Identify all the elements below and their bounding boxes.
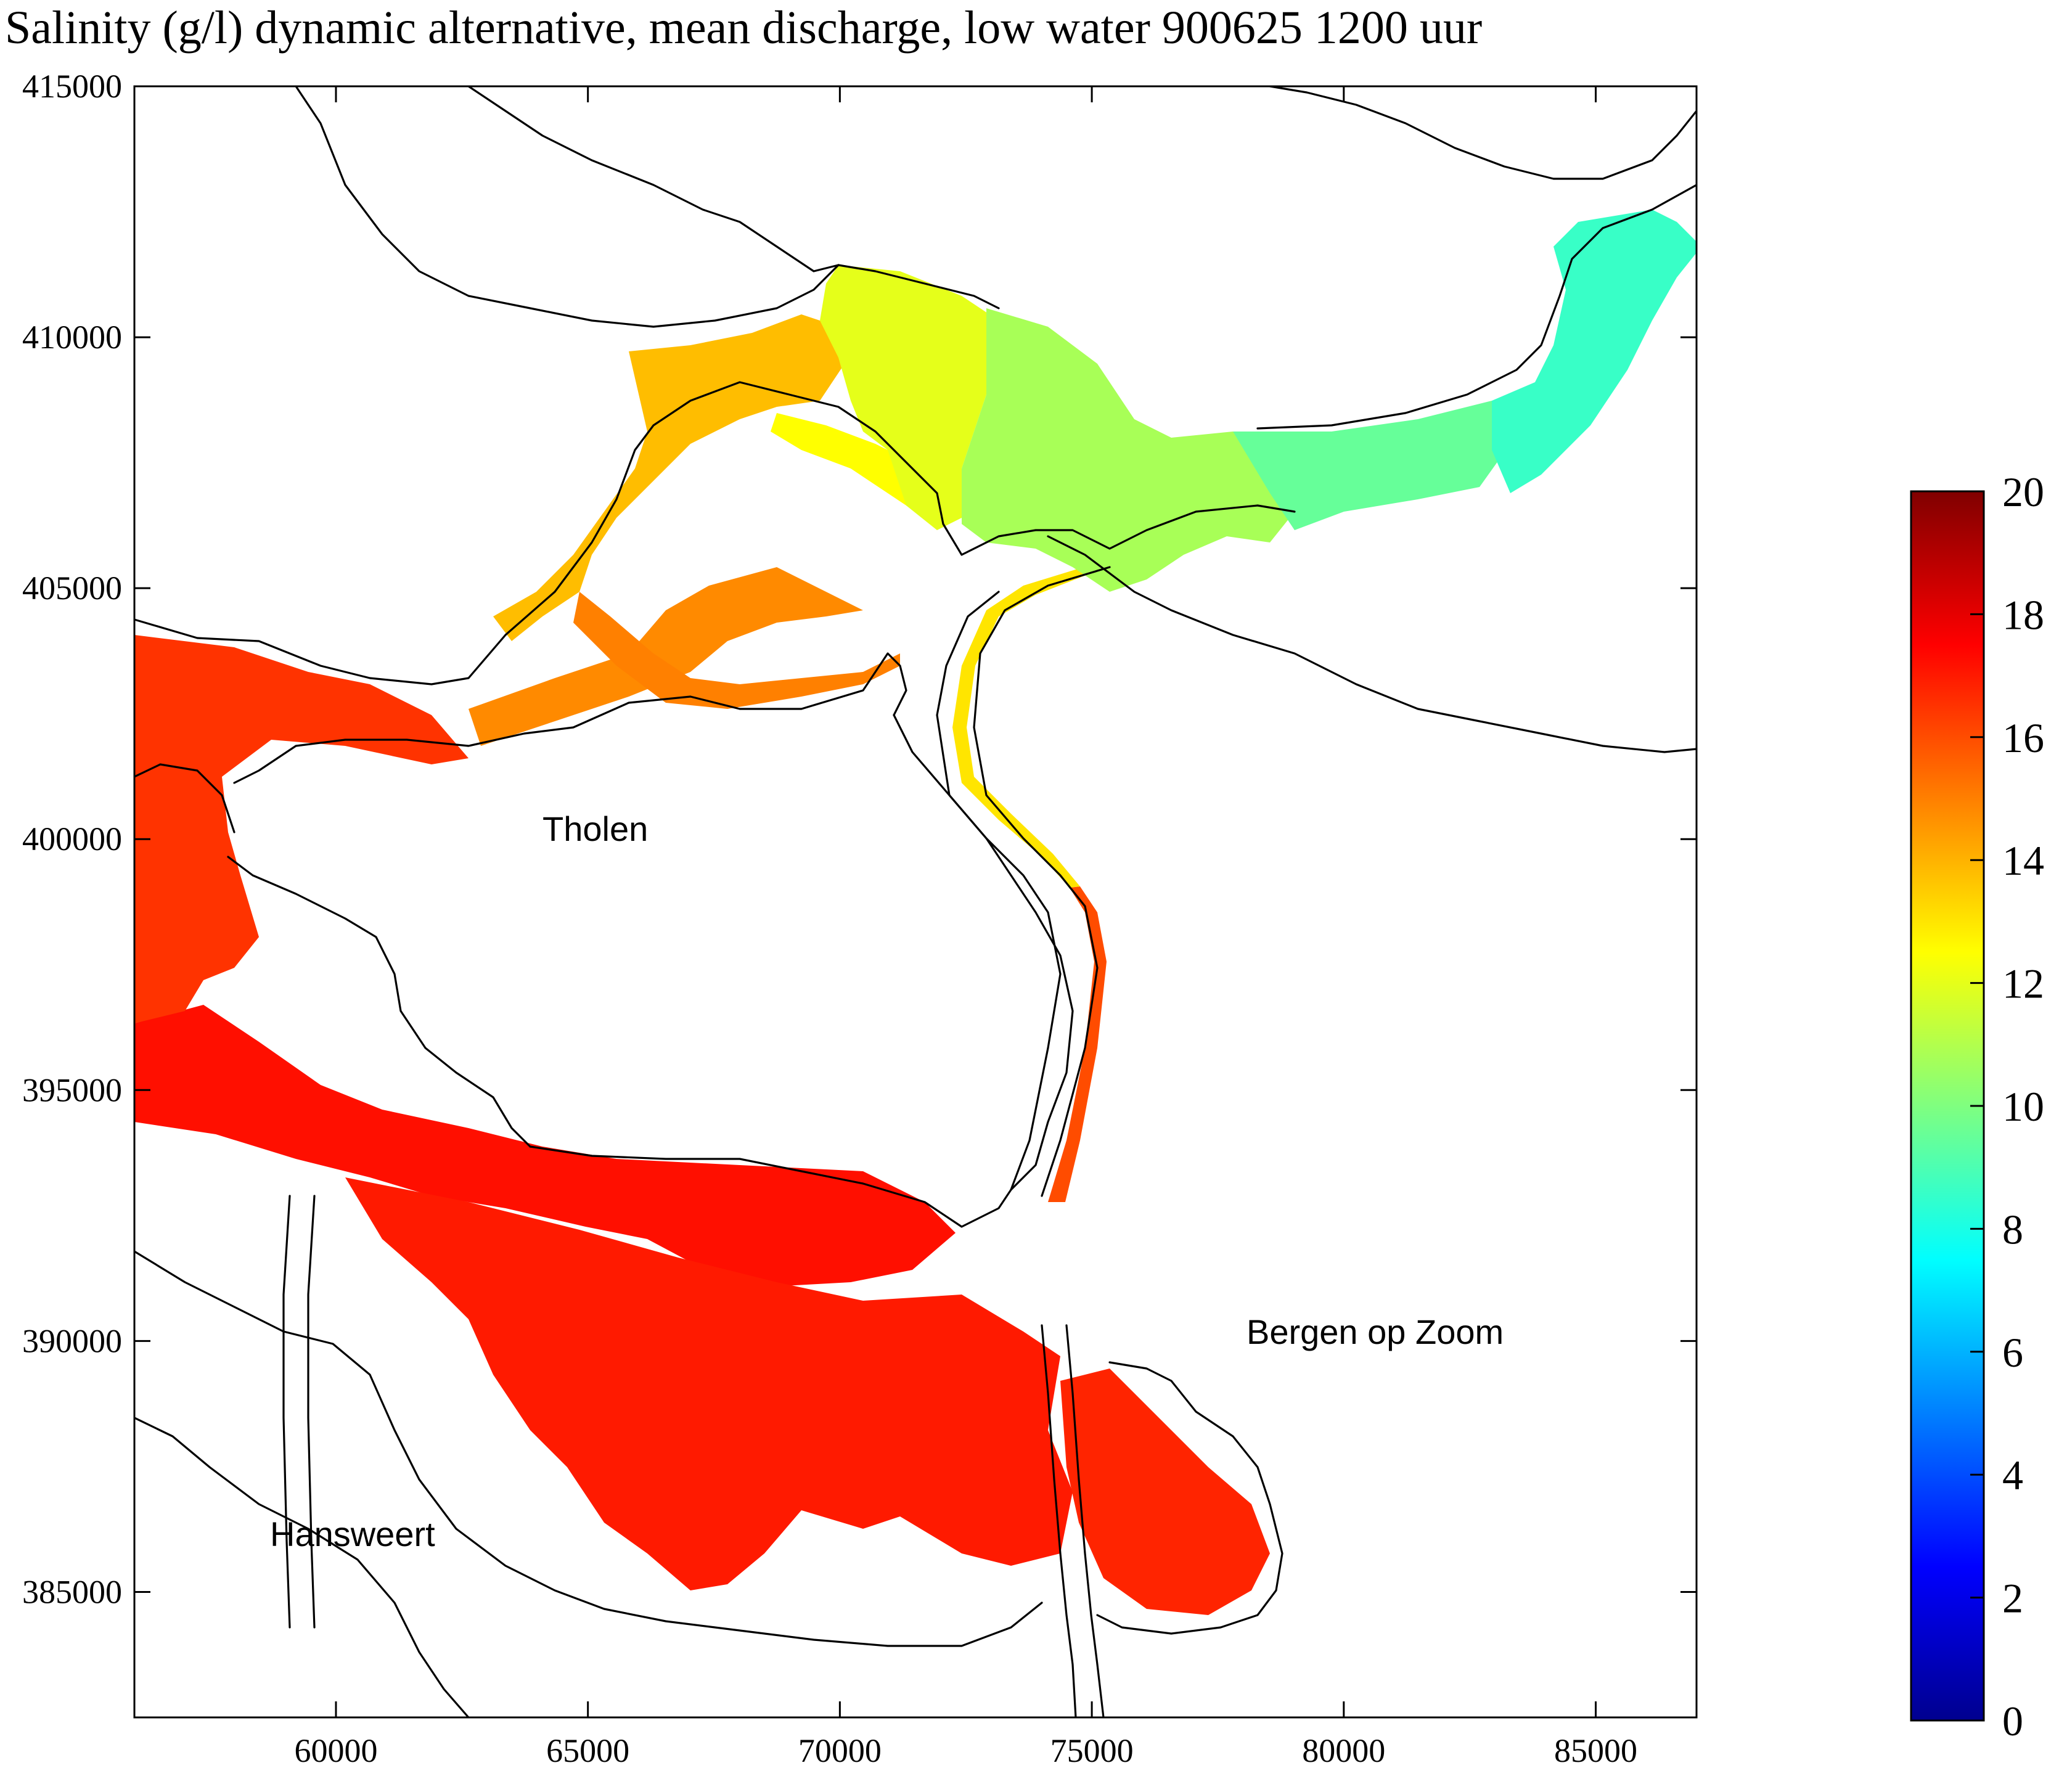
western-reach (134, 635, 469, 1023)
colorbar-tick-label: 12 (2002, 960, 2044, 1007)
colorbar-tick-label: 16 (2002, 714, 2044, 761)
place-label-hansweert: Hansweert (270, 1515, 435, 1553)
eastern-arm (1492, 210, 1697, 493)
colorbar-tick-label: 4 (2002, 1452, 2023, 1499)
colorbar-tick-label: 14 (2002, 837, 2044, 884)
southern-canal (1048, 886, 1107, 1202)
y-tick-label: 385000 (22, 1573, 122, 1610)
x-axis: 60000 65000 70000 75000 80000 85000 (294, 86, 1637, 1769)
colorbar-tick-label: 6 (2002, 1329, 2023, 1376)
central-junction (493, 314, 845, 641)
coastline-canal-east-bank (973, 566, 1111, 1197)
coastline-top-right (1269, 86, 1697, 180)
canal-upper (952, 561, 1110, 888)
y-tick-label: 390000 (22, 1322, 122, 1359)
coastline-east-land (1047, 535, 1697, 753)
coastline-tholen-east (893, 714, 1074, 1191)
coastline-southwest (134, 1417, 470, 1717)
y-tick-label: 410000 (22, 319, 122, 356)
coastline-tholen-west (227, 856, 531, 1148)
place-labels: Tholen Bergen op Zoom Hansweert (270, 809, 1504, 1553)
colorbar-tick-label: 20 (2002, 468, 2044, 515)
coastline-south-canal-east (1065, 1324, 1105, 1717)
colorbar-tick-label: 18 (2002, 591, 2044, 638)
y-tick-label: 415000 (22, 68, 122, 105)
coastline-northeast-land (467, 86, 1000, 309)
plot-frame (133, 85, 1698, 1719)
coastline-hansweert-west (282, 1195, 291, 1629)
coastline-northeast (1256, 184, 1697, 430)
bergen-op-zoom-bay (1060, 1369, 1270, 1615)
coastline-south-canal-west (1041, 1324, 1077, 1717)
colorbar-tick-label: 10 (2002, 1083, 2044, 1130)
northern-basin-west (820, 265, 999, 530)
x-tick-label: 70000 (798, 1732, 882, 1769)
southern-basin (345, 1177, 1073, 1590)
northern-basin-east (1233, 401, 1510, 530)
colorbar-tick-label: 8 (2002, 1206, 2023, 1253)
upper-channel (469, 567, 863, 746)
x-tick-label: 65000 (546, 1732, 629, 1769)
x-tick-label: 60000 (294, 1732, 377, 1769)
y-axis: 415000 410000 405000 400000 395000 390000 3850… (22, 68, 1697, 1610)
coastline-tholen-north (233, 652, 907, 784)
x-tick-label: 75000 (1050, 1732, 1134, 1769)
x-tick-label: 80000 (1302, 1732, 1385, 1769)
east-connector (771, 413, 943, 518)
y-tick-label: 395000 (22, 1071, 122, 1108)
coastline-canal-west-bank (936, 591, 1062, 1191)
western-scheldt-channel (134, 1005, 956, 1288)
colorbar-tick-label: 2 (2002, 1575, 2023, 1622)
northern-basin-mid (962, 308, 1295, 592)
side-branch (573, 592, 900, 709)
coastline-bergen-op-zoom (1096, 1361, 1283, 1635)
coastline-left-inlet (134, 763, 235, 833)
x-tick-label: 85000 (1554, 1732, 1637, 1769)
coastline-tholen-south (529, 1145, 1012, 1228)
map-area: Tholen Bergen op Zoom Hansweert (134, 86, 1697, 1717)
coastline-north-land (295, 86, 840, 328)
y-tick-label: 400000 (22, 820, 122, 857)
coastline-southern-shore (134, 1250, 1043, 1647)
place-label-bergen-op-zoom: Bergen op Zoom (1246, 1312, 1504, 1351)
figure-title: Salinity (g/l) dynamic alternative, mean… (5, 2, 1482, 54)
colorbar-tick-label: 0 (2002, 1698, 2023, 1745)
place-label-tholen: Tholen (542, 809, 648, 848)
coastline-hansweert-east (307, 1195, 316, 1629)
coastline-outlines (134, 86, 1697, 1717)
coastline-north-shore (134, 381, 1296, 685)
y-tick-label: 405000 (22, 570, 122, 607)
